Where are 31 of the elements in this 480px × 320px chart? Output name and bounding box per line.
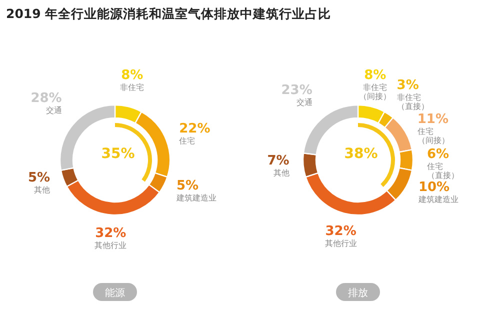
slice-label: 非住宅（间接） bbox=[359, 83, 392, 102]
data-label: 32% bbox=[325, 224, 356, 239]
slice-label: 非住宅（直接） bbox=[396, 92, 429, 111]
data-label: 5% bbox=[28, 170, 50, 186]
slice-label: 交通 bbox=[46, 106, 62, 116]
text: 35% bbox=[101, 146, 135, 162]
data-label: 8% bbox=[364, 68, 386, 84]
slice-label: 其他 bbox=[34, 185, 50, 194]
chart-title: 2019 年全行业能源消耗和温室气体排放中建筑行业占比 bbox=[6, 6, 332, 21]
slice-label: 其他 bbox=[273, 168, 290, 178]
slice-label: 住宅（间接） bbox=[417, 126, 450, 145]
text: 38% bbox=[344, 146, 378, 162]
text: 排放 bbox=[348, 287, 368, 299]
data-label: 32% bbox=[95, 226, 126, 241]
slice-label: 交通 bbox=[296, 98, 312, 108]
slice-label: 建筑建造业 bbox=[417, 195, 458, 204]
data-label: 11% bbox=[417, 112, 449, 127]
slice-label: 其他行业 bbox=[94, 240, 127, 250]
slice-label: 住宅（直接） bbox=[427, 162, 459, 180]
data-label: 7% bbox=[267, 153, 290, 168]
slice-label: 建筑建造业 bbox=[175, 193, 216, 202]
slice-label: 住宅 bbox=[179, 136, 196, 146]
text: 能源 bbox=[105, 287, 125, 299]
slice-label: 其他行业 bbox=[324, 238, 357, 248]
data-label: 22% bbox=[179, 122, 210, 137]
data-label: 3% bbox=[396, 78, 419, 93]
slice-label: 非住宅 bbox=[120, 83, 144, 92]
data-label: 5% bbox=[176, 178, 199, 194]
data-label: 10% bbox=[418, 180, 450, 196]
data-label: 6% bbox=[427, 147, 450, 162]
data-label: 8% bbox=[121, 68, 144, 84]
